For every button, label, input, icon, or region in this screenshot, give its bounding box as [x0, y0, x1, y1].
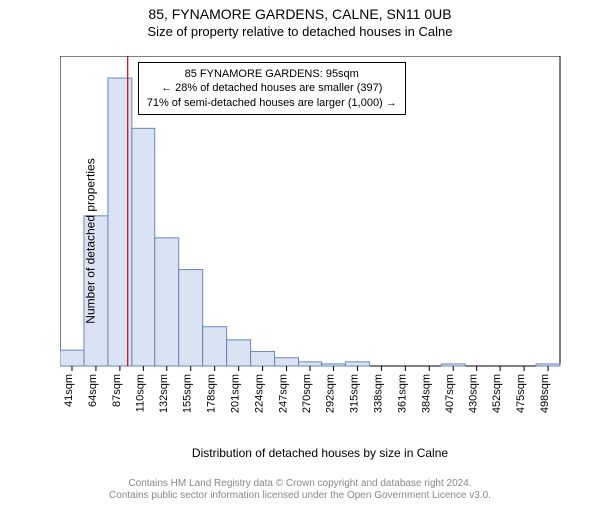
- svg-text:315sqm: 315sqm: [348, 374, 360, 413]
- svg-text:292sqm: 292sqm: [324, 374, 336, 413]
- svg-text:201sqm: 201sqm: [230, 374, 242, 413]
- svg-text:361sqm: 361sqm: [396, 374, 408, 413]
- svg-text:384sqm: 384sqm: [420, 374, 432, 413]
- annotation-box: 85 FYNAMORE GARDENS: 95sqm ← 28% of deta…: [138, 62, 406, 115]
- footer-attribution: Contains HM Land Registry data © Crown c…: [0, 478, 600, 502]
- svg-text:155sqm: 155sqm: [182, 374, 194, 413]
- svg-text:110sqm: 110sqm: [134, 374, 146, 412]
- svg-text:178sqm: 178sqm: [206, 374, 218, 413]
- annotation-line-3: 71% of semi-detached houses are larger (…: [147, 96, 397, 110]
- svg-text:132sqm: 132sqm: [158, 374, 170, 413]
- svg-text:430sqm: 430sqm: [468, 374, 480, 413]
- chart-container: Number of detached properties 0501001502…: [60, 56, 580, 426]
- svg-text:64sqm: 64sqm: [87, 374, 99, 407]
- y-axis-label: Number of detached properties: [84, 158, 98, 323]
- svg-text:338sqm: 338sqm: [372, 374, 384, 413]
- chart-title-primary: 85, FYNAMORE GARDENS, CALNE, SN11 0UB: [0, 6, 600, 22]
- svg-text:247sqm: 247sqm: [278, 374, 290, 413]
- svg-text:270sqm: 270sqm: [301, 374, 313, 413]
- svg-text:498sqm: 498sqm: [539, 374, 551, 413]
- svg-text:407sqm: 407sqm: [444, 374, 456, 413]
- annotation-line-1: 85 FYNAMORE GARDENS: 95sqm: [147, 67, 397, 81]
- svg-text:41sqm: 41sqm: [63, 374, 75, 407]
- svg-text:452sqm: 452sqm: [491, 374, 503, 413]
- footer-line-2: Contains public sector information licen…: [0, 490, 600, 502]
- svg-text:224sqm: 224sqm: [254, 374, 266, 413]
- svg-text:87sqm: 87sqm: [111, 374, 123, 407]
- chart-title-secondary: Size of property relative to detached ho…: [0, 24, 600, 39]
- footer-line-1: Contains HM Land Registry data © Crown c…: [0, 478, 600, 490]
- x-axis-label: Distribution of detached houses by size …: [192, 446, 448, 460]
- annotation-line-2: ← 28% of detached houses are smaller (39…: [147, 81, 397, 95]
- svg-text:475sqm: 475sqm: [515, 374, 527, 413]
